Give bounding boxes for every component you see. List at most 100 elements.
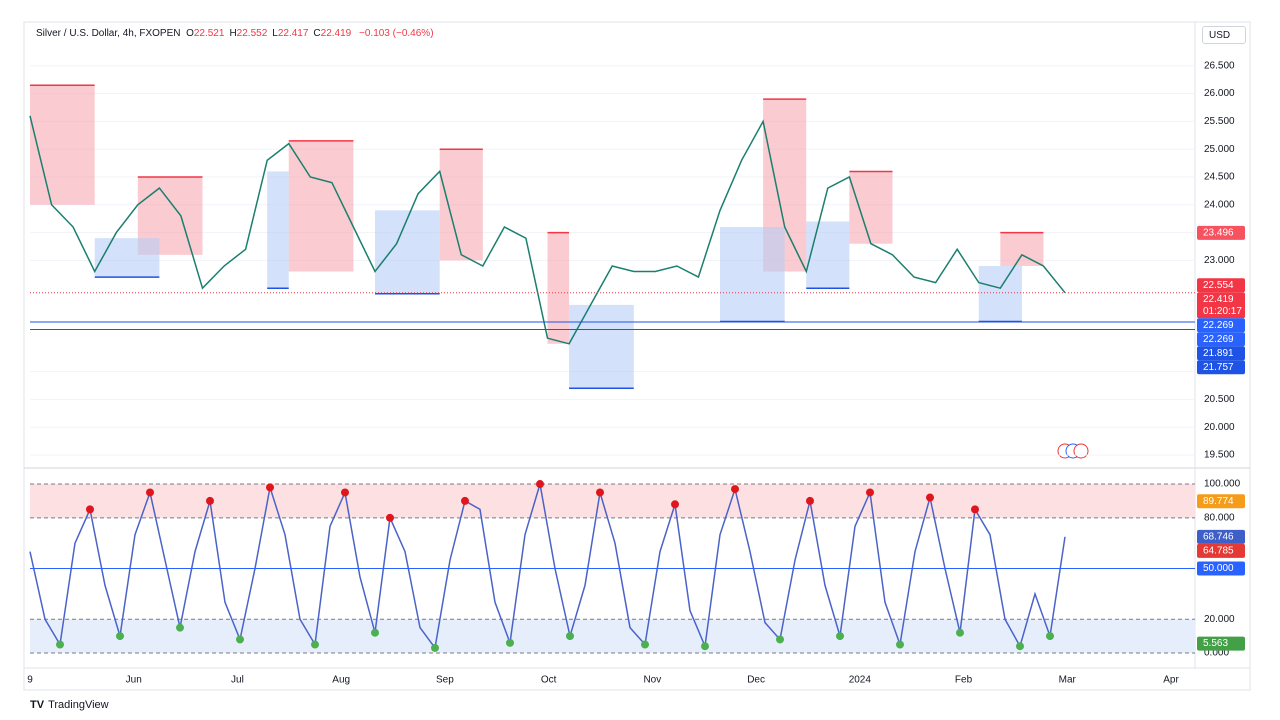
price-label-box (1197, 225, 1245, 240)
x-tick-label: Jun (126, 675, 142, 686)
ohlc-value: 22.417 (277, 28, 309, 39)
price-label-box (1197, 318, 1245, 333)
price-label: 64.785 (1203, 545, 1234, 556)
trough-dot (176, 623, 184, 632)
y-tick-label: 25.000 (1204, 144, 1235, 155)
peak-dot (731, 485, 739, 494)
y-tick-label: 20.000 (1204, 422, 1235, 433)
peak-dot (536, 480, 544, 489)
price-label: 22.419 (1203, 294, 1234, 305)
countdown: 01:20:17 (1203, 306, 1242, 317)
ohlc-label: O (186, 28, 194, 39)
trough-dot (641, 640, 649, 649)
peak-dot (146, 488, 154, 497)
ohlc-value: 22.521 (193, 28, 225, 39)
y-tick-label: 26.000 (1204, 88, 1235, 99)
y-tick-label: 100.000 (1204, 479, 1241, 490)
zone (806, 221, 850, 289)
zone (30, 85, 95, 205)
x-tick-label: Apr (1163, 675, 1179, 686)
peak-dot (866, 488, 874, 497)
ohlc-label: H (229, 28, 237, 39)
x-tick-label: Oct (541, 675, 557, 686)
zone (375, 210, 440, 294)
ohlc-label: L (272, 28, 278, 39)
price-label-box (1197, 543, 1245, 558)
peak-dot (341, 488, 349, 497)
price-label-box (1197, 292, 1245, 319)
y-tick-label: 24.500 (1204, 172, 1235, 183)
y-tick-label: 19.500 (1204, 450, 1235, 461)
trough-dot (1016, 642, 1024, 651)
ohlc: O22.521 H22.552 L22.417 C22.419 (186, 28, 356, 39)
trough-dot (836, 632, 844, 641)
x-tick-label: 9 (27, 675, 33, 686)
currency-button[interactable]: USD (1202, 26, 1246, 44)
y-tick-label: 26.500 (1204, 60, 1235, 71)
x-tick-label: Nov (643, 675, 661, 686)
price-label: 89.774 (1203, 496, 1234, 507)
logo: TV (30, 699, 45, 711)
trough-dot (566, 632, 574, 641)
price-label: 22.269 (1203, 320, 1234, 331)
x-tick-label: Mar (1059, 675, 1077, 686)
price-label-box (1197, 561, 1245, 576)
trough-dot (956, 628, 964, 637)
x-tick-label: Jul (231, 675, 244, 686)
peak-dot (266, 483, 274, 492)
band (30, 619, 1195, 653)
trough-dot (1046, 632, 1054, 641)
peak-dot (386, 513, 394, 522)
event-icon[interactable] (1073, 443, 1089, 459)
change: −0.103 (−0.46%) (359, 28, 434, 39)
x-tick-label: 2024 (849, 675, 872, 686)
peak-dot (671, 500, 679, 509)
peak-dot (461, 496, 469, 505)
price-label: 5.563 (1203, 638, 1228, 649)
price-label-box (1197, 332, 1245, 347)
y-tick-label: 0.000 (1204, 648, 1229, 659)
y-tick-label: 25.500 (1204, 116, 1235, 127)
peak-dot (86, 505, 94, 514)
price-label: 50.000 (1203, 563, 1234, 574)
price-line (29, 115, 1066, 345)
zone (849, 171, 893, 244)
trough-dot (701, 642, 709, 651)
peak-dot (596, 488, 604, 497)
trough-dot (896, 640, 904, 649)
y-tick-label: 24.000 (1204, 199, 1235, 210)
price-label: 23.496 (1203, 227, 1234, 238)
zone (547, 232, 570, 344)
price-label-box (1197, 636, 1245, 651)
peak-dot (806, 496, 814, 505)
peak-dot (971, 505, 979, 514)
ohlc-value: 22.552 (236, 28, 268, 39)
trough-dot (776, 635, 784, 644)
x-tick-label: Feb (955, 675, 973, 686)
price-label: 22.269 (1203, 334, 1234, 345)
ohlc-label: C (313, 28, 321, 39)
y-tick-label: 23.000 (1204, 255, 1235, 266)
x-tick-label: Sep (436, 675, 454, 686)
price-label-box (1197, 494, 1245, 509)
trough-dot (371, 628, 379, 637)
footer: TV TradingView (30, 699, 109, 711)
trough-dot (116, 632, 124, 641)
symbol: Silver / U.S. Dollar, 4h, FXOPEN (36, 28, 181, 39)
y-tick-label: 20.000 (1204, 614, 1235, 625)
price-label-box (1197, 360, 1245, 375)
price-label-box (1197, 529, 1245, 544)
price-label: 22.554 (1203, 280, 1234, 291)
zone (94, 238, 160, 278)
peak-dot (926, 493, 934, 502)
ohlc-value: 22.419 (320, 28, 352, 39)
price-label-box (1197, 346, 1245, 361)
legend-header: Silver / U.S. Dollar, 4h, FXOPEN O22.521… (36, 28, 439, 39)
zone (1000, 232, 1044, 266)
brand: TradingView (48, 699, 109, 711)
chart-frame (23, 21, 1251, 691)
x-tick-label: Dec (747, 675, 765, 686)
trough-dot (506, 638, 514, 647)
